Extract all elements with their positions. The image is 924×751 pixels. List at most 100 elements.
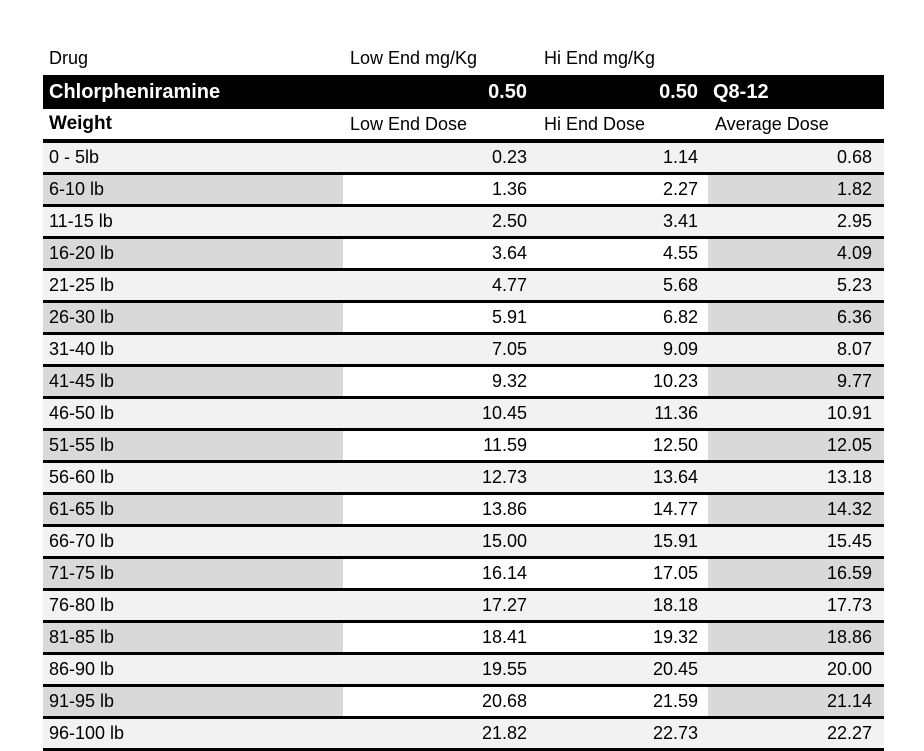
weight-cell: 81-85 lb — [43, 621, 343, 655]
col-header-hi-end-dose: Hi End Dose — [537, 109, 708, 143]
average-dose-cell: 16.59 — [708, 557, 884, 591]
table-row: 16-20 lb 3.64 4.55 4.09 — [43, 237, 884, 271]
col-header-drug: Drug — [43, 42, 343, 75]
col-header-low-end-mgkg: Low End mg/Kg — [343, 42, 537, 75]
average-dose-cell: 14.32 — [708, 493, 884, 527]
low-end-dose-cell: 19.55 — [343, 653, 537, 687]
hi-end-dose-cell: 14.77 — [537, 493, 708, 527]
drug-frequency: Q8-12 — [708, 75, 884, 109]
table-row: 31-40 lb 7.05 9.09 8.07 — [43, 333, 884, 367]
table-row: 6-10 lb 1.36 2.27 1.82 — [43, 173, 884, 207]
drug-hi-end-mgkg: 0.50 — [537, 75, 708, 109]
weight-cell: 6-10 lb — [43, 173, 343, 207]
low-end-dose-cell: 1.36 — [343, 173, 537, 207]
table-row: 26-30 lb 5.91 6.82 6.36 — [43, 301, 884, 335]
average-dose-cell: 8.07 — [708, 333, 884, 367]
hi-end-dose-cell: 2.27 — [537, 173, 708, 207]
col-header-empty — [708, 42, 884, 75]
low-end-dose-cell: 18.41 — [343, 621, 537, 655]
low-end-dose-cell: 11.59 — [343, 429, 537, 463]
low-end-dose-cell: 3.64 — [343, 237, 537, 271]
weight-cell: 51-55 lb — [43, 429, 343, 463]
table-row: 81-85 lb 18.41 19.32 18.86 — [43, 621, 884, 655]
table-row: 71-75 lb 16.14 17.05 16.59 — [43, 557, 884, 591]
weight-cell: 16-20 lb — [43, 237, 343, 271]
col-header-hi-end-mgkg: Hi End mg/Kg — [537, 42, 708, 75]
average-dose-cell: 4.09 — [708, 237, 884, 271]
weight-cell: 86-90 lb — [43, 653, 343, 687]
hi-end-dose-cell: 1.14 — [537, 141, 708, 175]
hi-end-dose-cell: 20.45 — [537, 653, 708, 687]
average-dose-cell: 9.77 — [708, 365, 884, 399]
drug-banner-row: Chlorpheniramine 0.50 0.50 Q8-12 — [43, 75, 884, 109]
hi-end-dose-cell: 15.91 — [537, 525, 708, 559]
low-end-dose-cell: 15.00 — [343, 525, 537, 559]
low-end-dose-cell: 0.23 — [343, 141, 537, 175]
weight-cell: 76-80 lb — [43, 589, 343, 623]
header-row-doses: Weight Low End Dose Hi End Dose Average … — [43, 109, 884, 143]
weight-cell: 71-75 lb — [43, 557, 343, 591]
hi-end-dose-cell: 13.64 — [537, 461, 708, 495]
table-row: 76-80 lb 17.27 18.18 17.73 — [43, 589, 884, 623]
hi-end-dose-cell: 19.32 — [537, 621, 708, 655]
header-row-units: Drug Low End mg/Kg Hi End mg/Kg — [43, 42, 884, 75]
average-dose-cell: 10.91 — [708, 397, 884, 431]
col-header-low-end-dose: Low End Dose — [343, 109, 537, 143]
average-dose-cell: 0.68 — [708, 141, 884, 175]
hi-end-dose-cell: 3.41 — [537, 205, 708, 239]
hi-end-dose-cell: 5.68 — [537, 269, 708, 303]
col-header-weight: Weight — [43, 109, 343, 143]
average-dose-cell: 18.86 — [708, 621, 884, 655]
table-row: 91-95 lb 20.68 21.59 21.14 — [43, 685, 884, 719]
weight-cell: 61-65 lb — [43, 493, 343, 527]
weight-cell: 11-15 lb — [43, 205, 343, 239]
low-end-dose-cell: 5.91 — [343, 301, 537, 335]
table-row: 51-55 lb 11.59 12.50 12.05 — [43, 429, 884, 463]
col-header-average-dose: Average Dose — [708, 109, 884, 143]
low-end-dose-cell: 17.27 — [343, 589, 537, 623]
low-end-dose-cell: 10.45 — [343, 397, 537, 431]
weight-cell: 46-50 lb — [43, 397, 343, 431]
table-row: 61-65 lb 13.86 14.77 14.32 — [43, 493, 884, 527]
average-dose-cell: 1.82 — [708, 173, 884, 207]
low-end-dose-cell: 13.86 — [343, 493, 537, 527]
hi-end-dose-cell: 10.23 — [537, 365, 708, 399]
low-end-dose-cell: 4.77 — [343, 269, 537, 303]
average-dose-cell: 2.95 — [708, 205, 884, 239]
table-row: 41-45 lb 9.32 10.23 9.77 — [43, 365, 884, 399]
average-dose-cell: 13.18 — [708, 461, 884, 495]
table-row: 66-70 lb 15.00 15.91 15.45 — [43, 525, 884, 559]
table-row: 56-60 lb 12.73 13.64 13.18 — [43, 461, 884, 495]
hi-end-dose-cell: 18.18 — [537, 589, 708, 623]
hi-end-dose-cell: 9.09 — [537, 333, 708, 367]
weight-cell: 31-40 lb — [43, 333, 343, 367]
average-dose-cell: 17.73 — [708, 589, 884, 623]
average-dose-cell: 21.14 — [708, 685, 884, 719]
hi-end-dose-cell: 17.05 — [537, 557, 708, 591]
average-dose-cell: 15.45 — [708, 525, 884, 559]
low-end-dose-cell: 9.32 — [343, 365, 537, 399]
hi-end-dose-cell: 4.55 — [537, 237, 708, 271]
weight-cell: 21-25 lb — [43, 269, 343, 303]
weight-cell: 0 - 5lb — [43, 141, 343, 175]
weight-cell: 91-95 lb — [43, 685, 343, 719]
dosing-table: Drug Low End mg/Kg Hi End mg/Kg Chlorphe… — [43, 42, 884, 751]
table-row: 46-50 lb 10.45 11.36 10.91 — [43, 397, 884, 431]
average-dose-cell: 5.23 — [708, 269, 884, 303]
average-dose-cell: 12.05 — [708, 429, 884, 463]
weight-cell: 56-60 lb — [43, 461, 343, 495]
low-end-dose-cell: 12.73 — [343, 461, 537, 495]
average-dose-cell: 6.36 — [708, 301, 884, 335]
drug-low-end-mgkg: 0.50 — [343, 75, 537, 109]
hi-end-dose-cell: 6.82 — [537, 301, 708, 335]
table-row: 11-15 lb 2.50 3.41 2.95 — [43, 205, 884, 239]
low-end-dose-cell: 20.68 — [343, 685, 537, 719]
weight-cell: 26-30 lb — [43, 301, 343, 335]
weight-cell: 41-45 lb — [43, 365, 343, 399]
low-end-dose-cell: 2.50 — [343, 205, 537, 239]
average-dose-cell: 20.00 — [708, 653, 884, 687]
hi-end-dose-cell: 21.59 — [537, 685, 708, 719]
drug-name: Chlorpheniramine — [43, 75, 343, 109]
hi-end-dose-cell: 11.36 — [537, 397, 708, 431]
table-row: 21-25 lb 4.77 5.68 5.23 — [43, 269, 884, 303]
